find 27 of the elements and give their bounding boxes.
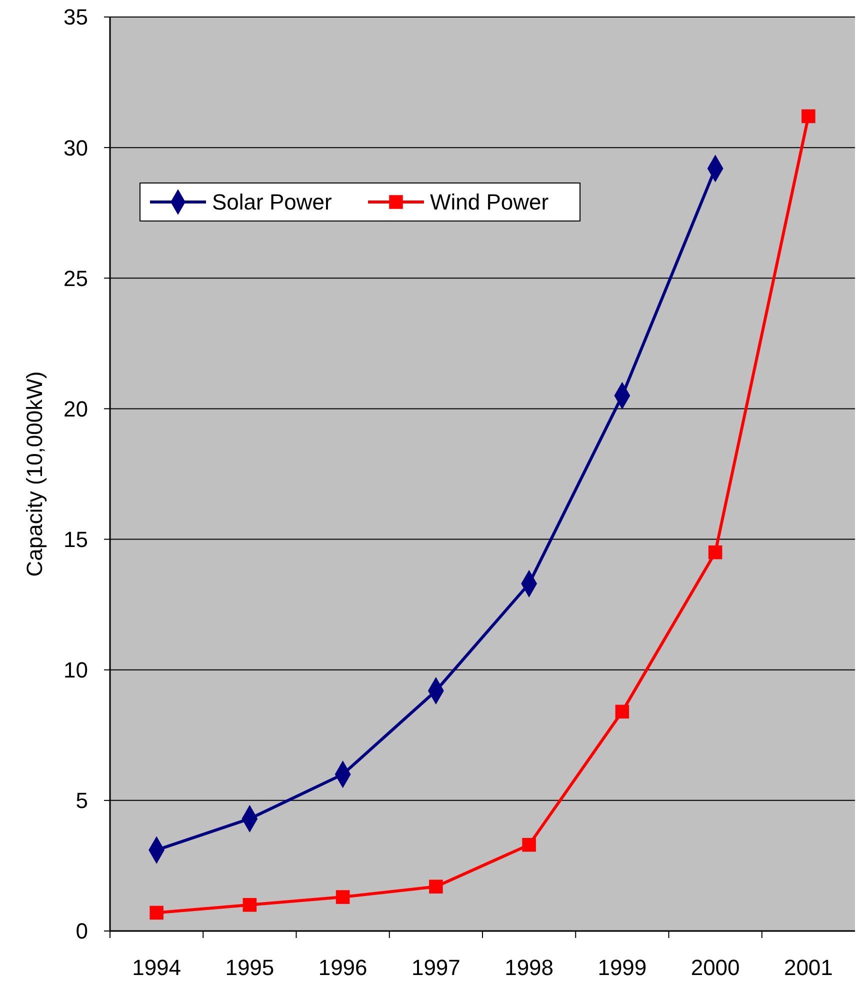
x-tick-label: 1997 xyxy=(411,955,460,980)
y-tick-label: 15 xyxy=(64,526,88,552)
x-tick-label: 1994 xyxy=(132,955,182,980)
x-tick-label: 1998 xyxy=(504,955,554,980)
point xyxy=(522,838,536,852)
legend-label: Wind Power xyxy=(430,190,549,215)
legend-label: Solar Power xyxy=(212,190,332,215)
point xyxy=(429,880,443,894)
y-tick-label: 0 xyxy=(76,918,88,944)
x-tick-label: 1996 xyxy=(318,955,368,980)
y-axis-title: Capacity (10,000kW) xyxy=(22,371,47,577)
y-tick-label: 25 xyxy=(64,266,88,291)
point xyxy=(336,890,350,904)
y-tick-label: 20 xyxy=(64,396,88,422)
x-tick-label: 2000 xyxy=(690,955,740,980)
point xyxy=(615,704,630,719)
y-tick-label: 10 xyxy=(64,658,88,683)
x-tick-label: 1995 xyxy=(225,955,274,980)
y-tick-label: 5 xyxy=(76,788,88,814)
y-tick-label: 30 xyxy=(64,135,88,160)
point xyxy=(150,906,164,920)
x-tick-label: 2001 xyxy=(784,955,833,980)
point xyxy=(802,109,816,124)
x-tick-label: 1999 xyxy=(598,955,647,980)
y-tick-label: 35 xyxy=(64,4,88,30)
point xyxy=(242,898,257,912)
point xyxy=(708,545,722,560)
